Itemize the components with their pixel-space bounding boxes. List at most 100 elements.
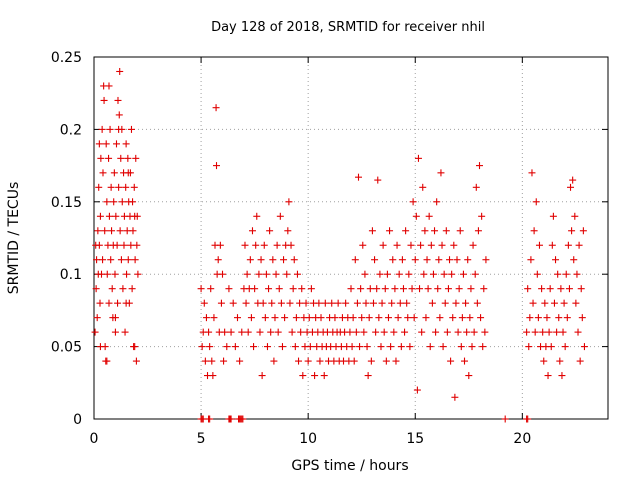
data-point — [246, 256, 254, 264]
data-point — [389, 256, 397, 264]
data-point — [548, 241, 556, 249]
data-point — [531, 328, 539, 336]
data-point — [368, 227, 376, 235]
data-point — [205, 328, 213, 336]
data-point — [374, 176, 382, 184]
data-point — [469, 241, 477, 249]
data-point — [256, 328, 264, 336]
data-point — [227, 328, 235, 336]
data-point — [378, 299, 386, 307]
data-point — [444, 285, 452, 293]
data-point — [129, 227, 137, 235]
data-point — [250, 343, 258, 351]
data-point — [127, 125, 135, 133]
data-point — [422, 314, 430, 322]
data-point — [436, 314, 444, 322]
data-point — [413, 386, 421, 394]
data-point — [356, 343, 364, 351]
data-point — [553, 328, 561, 336]
data-point — [532, 198, 540, 206]
data-point — [560, 299, 568, 307]
data-point — [550, 299, 558, 307]
data-point — [133, 241, 141, 249]
data-point — [463, 328, 471, 336]
data-point — [133, 212, 141, 220]
data-point — [96, 299, 104, 307]
data-point — [290, 256, 298, 264]
data-point — [258, 372, 266, 380]
data-point — [357, 285, 365, 293]
data-point — [524, 415, 532, 423]
data-point — [361, 270, 369, 278]
data-point — [119, 285, 127, 293]
data-point — [538, 285, 546, 293]
data-point — [360, 328, 368, 336]
data-point — [115, 111, 123, 119]
data-point — [372, 328, 380, 336]
data-point — [384, 314, 392, 322]
data-point — [398, 256, 406, 264]
data-point — [267, 328, 275, 336]
data-point — [447, 357, 455, 365]
data-point — [266, 227, 274, 235]
data-point — [394, 314, 402, 322]
data-point — [409, 198, 417, 206]
data-point — [287, 241, 295, 249]
data-point — [96, 212, 104, 220]
data-point — [124, 169, 132, 177]
data-point — [482, 256, 490, 264]
data-point — [100, 96, 108, 104]
data-point — [123, 270, 131, 278]
data-point — [402, 227, 410, 235]
data-point — [283, 270, 291, 278]
x-tick-label: 20 — [513, 431, 531, 447]
data-point — [426, 343, 434, 351]
data-point — [272, 270, 280, 278]
data-point — [479, 343, 487, 351]
data-point — [114, 96, 122, 104]
data-point — [197, 285, 205, 293]
data-point — [371, 256, 379, 264]
data-point — [242, 299, 250, 307]
data-point — [524, 285, 532, 293]
data-point — [545, 328, 553, 336]
data-point — [106, 125, 114, 133]
data-point — [456, 227, 464, 235]
data-point — [416, 285, 424, 293]
data-point — [448, 270, 456, 278]
data-point — [103, 198, 111, 206]
data-point — [367, 357, 375, 365]
data-point — [354, 173, 362, 181]
data-point — [260, 241, 268, 249]
data-point — [534, 314, 542, 322]
data-point — [419, 183, 427, 191]
data-point — [450, 241, 458, 249]
data-point — [395, 270, 403, 278]
data-point — [480, 285, 488, 293]
data-point — [526, 314, 534, 322]
data-point — [121, 328, 129, 336]
data-point — [387, 343, 395, 351]
data-point — [393, 241, 401, 249]
data-point — [259, 299, 267, 307]
x-tick-label: 15 — [406, 431, 424, 447]
data-point — [580, 343, 588, 351]
data-point — [379, 241, 387, 249]
data-point — [466, 314, 474, 322]
data-point — [105, 299, 113, 307]
data-point — [407, 241, 415, 249]
data-point — [434, 285, 442, 293]
data-point — [105, 82, 113, 90]
data-point — [274, 328, 282, 336]
data-point — [275, 285, 283, 293]
data-point — [251, 285, 259, 293]
data-point — [244, 328, 252, 336]
data-point — [364, 372, 372, 380]
data-point — [131, 343, 139, 351]
data-point — [107, 183, 115, 191]
x-tick-label: 10 — [299, 431, 317, 447]
data-point — [110, 169, 118, 177]
data-point — [440, 270, 448, 278]
data-point — [427, 241, 435, 249]
data-point — [457, 343, 465, 351]
